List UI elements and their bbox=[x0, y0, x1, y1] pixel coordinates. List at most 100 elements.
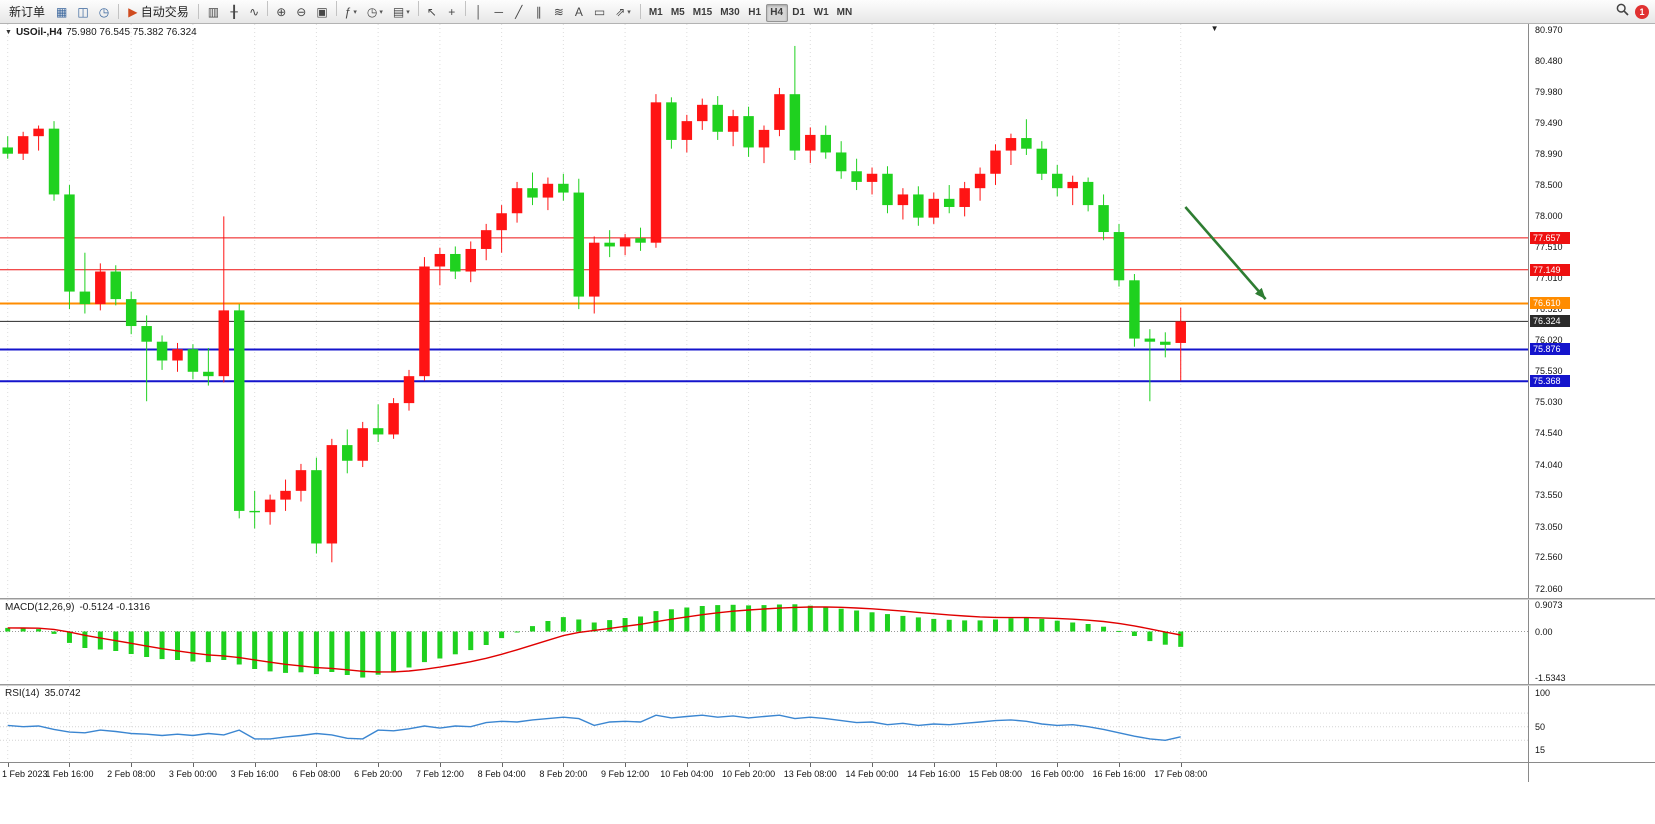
toolbar-separator bbox=[335, 1, 337, 16]
horizontal-line-icon: ─ bbox=[494, 5, 504, 19]
vertical-line-button[interactable]: │ bbox=[469, 2, 489, 22]
macd-plot[interactable]: MACD(12,26,9) -0.5124 -0.1316 bbox=[0, 600, 1528, 684]
price-axis[interactable]: 80.970 80.480 79.980 79.490 78.990 78.500 78.0… bbox=[1528, 24, 1655, 598]
hline-price-marker: 77.149 bbox=[1530, 263, 1570, 276]
line-chart-icon: ∿ bbox=[249, 5, 260, 19]
notification-badge[interactable]: 1 bbox=[1635, 4, 1649, 19]
hline-price-marker: 76.610 bbox=[1530, 297, 1570, 310]
hline-price-marker: 75.368 bbox=[1530, 375, 1570, 388]
chevron-down-icon: ▾ bbox=[406, 8, 410, 16]
trend-arrow-annotation[interactable] bbox=[1184, 206, 1267, 300]
timeframe-W1[interactable]: W1 bbox=[810, 4, 833, 22]
time-tick bbox=[995, 763, 997, 767]
axis-tick-label: 73.550 bbox=[1535, 490, 1563, 501]
indicators-icon: ƒ bbox=[344, 5, 352, 19]
horizontal-line-button[interactable]: ─ bbox=[489, 2, 509, 22]
axis-tick-label: 75.030 bbox=[1535, 397, 1563, 408]
data-window-button[interactable]: ◫ bbox=[72, 2, 93, 22]
time-tick bbox=[254, 763, 256, 767]
market-watch-icon: ▦ bbox=[56, 4, 68, 19]
line-chart-button[interactable]: ∿ bbox=[244, 2, 264, 22]
channel-button[interactable]: ∥ bbox=[529, 2, 549, 22]
time-tick bbox=[192, 763, 194, 767]
timeframe-MN[interactable]: MN bbox=[833, 4, 857, 22]
axis-tick-label: 0.9073 bbox=[1535, 600, 1563, 610]
time-tick bbox=[1118, 763, 1120, 767]
arrows-button[interactable]: ⇗ ▾ bbox=[610, 2, 636, 22]
timeframe-M15[interactable]: M15 bbox=[689, 4, 716, 22]
text-button[interactable]: A bbox=[569, 2, 589, 22]
tile-windows-icon: ▣ bbox=[316, 5, 328, 19]
time-label: 1 Feb 2023 bbox=[2, 769, 48, 779]
macd-axis[interactable]: 0.9073 0.00 -1.5343 bbox=[1528, 600, 1655, 684]
tile-windows-button[interactable]: ▣ bbox=[311, 2, 332, 22]
cursor-button[interactable]: ↖ bbox=[422, 2, 442, 22]
timeframe-M30[interactable]: M30 bbox=[716, 4, 743, 22]
rsi-line bbox=[7, 714, 1181, 742]
toolbar-separator bbox=[267, 1, 269, 16]
candlestick-series bbox=[2, 45, 1186, 563]
periods-button[interactable]: ◷ ▾ bbox=[362, 2, 388, 22]
axis-tick-label: 50 bbox=[1535, 721, 1546, 732]
axis-tick-label: 77.510 bbox=[1535, 242, 1563, 253]
fibonacci-icon: ≋ bbox=[553, 5, 564, 19]
zoom-out-button[interactable]: ⊖ bbox=[291, 2, 311, 22]
timeframe-M1[interactable]: M1 bbox=[645, 4, 667, 22]
indicators-button[interactable]: ƒ ▾ bbox=[340, 2, 362, 22]
time-label: 14 Feb 00:00 bbox=[845, 769, 899, 779]
zoom-in-icon: ⊕ bbox=[276, 5, 287, 19]
time-tick bbox=[131, 763, 133, 767]
time-axis[interactable]: 1 Feb 2023 1 Feb 16:00 2 Feb 08:00 3 Feb 00… bbox=[0, 762, 1655, 782]
rsi-panel: RSI(14) 35.0742 100 50 15 bbox=[0, 686, 1655, 762]
bar-chart-button[interactable]: ▥ bbox=[203, 2, 224, 22]
macd-histogram bbox=[5, 604, 1184, 678]
time-label: 3 Feb 00:00 bbox=[168, 769, 217, 779]
chevron-down-icon: ▾ bbox=[379, 8, 383, 16]
time-label: 16 Feb 00:00 bbox=[1030, 769, 1084, 779]
bottom-filler bbox=[0, 782, 1655, 822]
market-watch-button[interactable]: ▦ bbox=[51, 2, 72, 22]
toolbar-separator bbox=[118, 4, 120, 19]
time-tick bbox=[1180, 763, 1182, 767]
timeframe-H4[interactable]: H4 bbox=[765, 3, 788, 22]
main-chart-panel: ▼ USOil-,H4 75.980 76.545 75.382 76.324 … bbox=[0, 24, 1655, 598]
rsi-axis[interactable]: 100 50 15 bbox=[1528, 686, 1655, 762]
time-tick bbox=[316, 763, 318, 767]
axis-tick-label: 0.00 bbox=[1535, 626, 1553, 637]
timeframe-M5[interactable]: M5 bbox=[667, 4, 689, 22]
trendline-button[interactable]: ╱ bbox=[509, 2, 529, 22]
symbol-dropdown-icon[interactable]: ▼ bbox=[5, 29, 12, 36]
time-label: 14 Feb 16:00 bbox=[907, 769, 961, 779]
auto-trading-icon: ▶ bbox=[128, 4, 138, 19]
auto-trading-button[interactable]: ▶ 自动交易 bbox=[123, 2, 194, 22]
candlestick-chart-button[interactable]: ╂ bbox=[224, 2, 244, 22]
chart-title: ▼ USOil-,H4 75.980 76.545 75.382 76.324 bbox=[5, 27, 197, 38]
timeframe-H1[interactable]: H1 bbox=[744, 4, 766, 22]
timeframe-D1[interactable]: D1 bbox=[788, 4, 810, 22]
rsi-plot[interactable]: RSI(14) 35.0742 bbox=[0, 686, 1528, 762]
crosshair-button[interactable]: + bbox=[442, 2, 462, 22]
panel-splitter[interactable] bbox=[0, 598, 1655, 600]
axis-tick-label: 100 bbox=[1535, 687, 1551, 698]
hline-price-marker: 77.657 bbox=[1530, 231, 1570, 244]
toolbar-separator bbox=[417, 1, 419, 16]
new-order-button[interactable]: 新订单 bbox=[4, 2, 50, 22]
chart-shift-marker[interactable]: ▼ bbox=[1210, 24, 1219, 33]
templates-button[interactable]: ▤ ▾ bbox=[388, 2, 415, 22]
time-tick bbox=[501, 763, 503, 767]
fibonacci-button[interactable]: ≋ bbox=[549, 2, 569, 22]
toolbar-separator bbox=[464, 1, 466, 16]
axis-tick-label: 73.050 bbox=[1535, 521, 1563, 532]
rsi-label: RSI(14) bbox=[5, 688, 40, 699]
axis-tick-label: 78.500 bbox=[1535, 180, 1563, 191]
search-icon[interactable] bbox=[1616, 3, 1629, 21]
zoom-in-button[interactable]: ⊕ bbox=[271, 2, 291, 22]
time-label: 10 Feb 04:00 bbox=[660, 769, 714, 779]
axis-tick-label: 72.560 bbox=[1535, 552, 1563, 563]
time-label: 15 Feb 08:00 bbox=[968, 769, 1023, 779]
panel-splitter[interactable] bbox=[0, 684, 1655, 686]
label-button[interactable]: ▭ bbox=[589, 2, 610, 22]
main-chart-plot[interactable]: ▼ USOil-,H4 75.980 76.545 75.382 76.324 … bbox=[0, 24, 1528, 598]
navigator-button[interactable]: ◷ bbox=[94, 2, 114, 22]
axis-tick-label: 15 bbox=[1535, 745, 1546, 756]
